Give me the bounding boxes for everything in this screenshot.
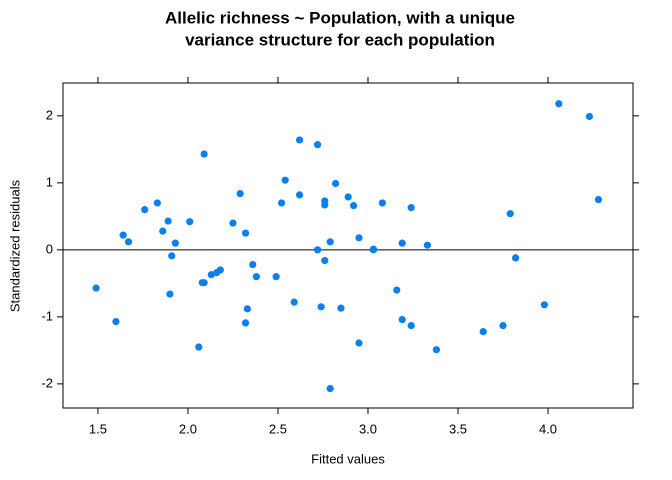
point	[512, 254, 520, 262]
point	[200, 279, 208, 287]
y-tick-label: -1	[41, 308, 53, 323]
point	[479, 328, 487, 336]
point	[281, 176, 289, 184]
x-tick-label: 1.5	[89, 421, 107, 436]
point	[168, 252, 176, 260]
point	[195, 343, 203, 351]
point	[295, 191, 304, 199]
point	[153, 199, 161, 207]
point	[407, 321, 415, 330]
point	[216, 266, 224, 274]
point	[585, 112, 594, 121]
point	[349, 202, 358, 210]
point	[369, 246, 377, 254]
y-tick-label: -2	[41, 375, 53, 390]
point	[423, 241, 431, 249]
point	[432, 346, 440, 354]
point	[407, 204, 415, 212]
point	[337, 304, 345, 312]
point	[277, 199, 286, 207]
point	[398, 315, 406, 324]
point	[355, 234, 363, 242]
y-axis-label: Standardized residuals	[7, 179, 22, 312]
point	[355, 339, 363, 347]
y-tick-label: 0	[46, 241, 53, 256]
point	[321, 201, 329, 209]
point	[321, 256, 329, 265]
point	[112, 317, 120, 326]
point	[331, 179, 340, 188]
point	[499, 321, 507, 330]
point	[124, 238, 133, 246]
point	[119, 231, 127, 239]
point	[326, 384, 334, 393]
point	[594, 195, 603, 204]
x-tick-label: 4.0	[539, 421, 557, 436]
point	[159, 227, 167, 235]
point	[398, 239, 406, 247]
point	[326, 238, 334, 246]
y-tick-label: 2	[46, 107, 53, 122]
x-tick-label: 2.5	[269, 421, 287, 436]
x-tick-label: 3.5	[449, 421, 467, 436]
point	[313, 141, 322, 149]
point	[317, 303, 325, 311]
point	[200, 150, 208, 158]
x-tick-label: 3.0	[359, 421, 377, 436]
point	[344, 193, 352, 201]
point	[249, 260, 257, 269]
point	[229, 219, 237, 227]
point	[313, 246, 322, 254]
point	[540, 301, 549, 309]
point	[272, 273, 280, 281]
point	[295, 136, 304, 144]
chart-title: Allelic richness ~ Population, with a un…	[165, 8, 515, 27]
point	[236, 189, 244, 198]
point	[171, 239, 179, 247]
x-tick-label: 2.0	[179, 421, 197, 436]
point	[555, 100, 563, 108]
point	[186, 218, 194, 226]
point	[92, 284, 100, 292]
point	[243, 305, 251, 313]
point	[378, 199, 386, 207]
point	[252, 273, 260, 281]
chart-title: variance structure for each population	[185, 30, 495, 49]
point	[241, 229, 250, 237]
x-axis-label: Fitted values	[311, 451, 385, 466]
point	[166, 290, 174, 298]
point	[164, 217, 172, 225]
point	[141, 206, 149, 214]
y-tick-label: 1	[46, 174, 53, 189]
plot-frame	[62, 82, 634, 409]
point	[506, 210, 514, 218]
point	[290, 298, 298, 306]
point	[393, 286, 401, 294]
point	[241, 319, 250, 327]
point	[207, 271, 215, 279]
